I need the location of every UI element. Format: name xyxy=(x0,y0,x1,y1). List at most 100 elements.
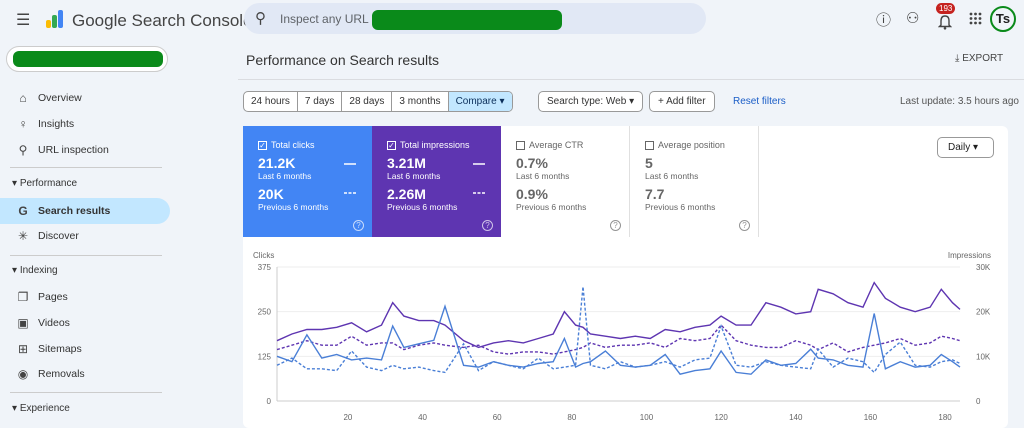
sidebar-item-label: URL inspection xyxy=(38,144,109,156)
search-type-filter[interactable]: Search type: Web ▾ xyxy=(538,91,644,112)
date-range-option[interactable]: 28 days xyxy=(342,92,393,111)
metric-label: Total impressions xyxy=(400,140,470,150)
apps-icon[interactable] xyxy=(969,12,982,25)
metric-prev-value: 0.9% xyxy=(516,186,548,202)
search-placeholder: Inspect any URL in xyxy=(280,12,381,26)
notification-badge: 193 xyxy=(936,3,956,14)
sidebar-item-discover[interactable]: ✳ Discover xyxy=(0,223,170,249)
sitemap-icon: ⊞ xyxy=(17,342,29,356)
sidebar-item-insights[interactable]: ♀ Insights xyxy=(0,111,170,137)
metric-prev-period: Previous 6 months xyxy=(387,202,458,212)
section-label: Experience xyxy=(19,403,70,414)
granularity-dropdown[interactable]: Daily ▾ xyxy=(937,137,994,158)
help-icon[interactable]: ? xyxy=(610,220,621,231)
metric-prev-period: Previous 6 months xyxy=(516,202,587,212)
x-tick: 80 xyxy=(567,413,576,422)
videos-icon: ▣ xyxy=(17,316,29,330)
y-left-tick: 375 xyxy=(258,263,272,272)
date-range-option[interactable]: 7 days xyxy=(298,92,343,111)
metric-label: Average CTR xyxy=(529,140,584,150)
x-tick: 180 xyxy=(938,413,952,422)
metric-tab-total-impressions[interactable]: ✓ Total impressions 3.21M Last 6 months 2… xyxy=(372,126,501,237)
x-tick: 40 xyxy=(418,413,427,422)
export-label: EXPORT xyxy=(962,53,1004,64)
help-icon[interactable]: ⓘ xyxy=(876,12,892,29)
google-g-icon: G xyxy=(18,204,28,218)
last-update: Last update: 3.5 hours ago xyxy=(900,96,1019,107)
y-right-tick: 0 xyxy=(976,397,981,406)
checkbox[interactable]: ✓ xyxy=(387,140,396,150)
help-icon[interactable]: ? xyxy=(739,220,750,231)
metric-value: 5 xyxy=(645,155,653,171)
metric-value: 0.7% xyxy=(516,155,548,171)
help-icon[interactable]: ? xyxy=(482,220,493,231)
divider xyxy=(238,79,1024,80)
sidebar-item-label: Overview xyxy=(38,92,82,104)
eye-off-icon: ◉ xyxy=(17,367,29,381)
date-range-option[interactable]: 24 hours xyxy=(244,92,298,111)
date-range-option[interactable]: Compare ▾ xyxy=(448,92,512,111)
date-range-selector: 24 hours 7 days 28 days 3 months Compare ▾ xyxy=(243,91,513,112)
sidebar-section-toggle[interactable]: ▾ Experience xyxy=(12,403,70,414)
metric-period: Last 6 months xyxy=(387,171,441,181)
sidebar-section-toggle[interactable]: ▾ Performance xyxy=(12,178,78,189)
y-left-tick: 250 xyxy=(258,308,272,317)
series-line-1 xyxy=(276,281,961,349)
sidebar-item-sitemaps[interactable]: ⊞ Sitemaps xyxy=(0,336,170,362)
home-icon: ⌂ xyxy=(19,91,27,105)
section-label: Indexing xyxy=(19,265,58,276)
sidebar-item-removals[interactable]: ◉ Removals xyxy=(0,361,170,387)
lightbulb-icon: ♀ xyxy=(18,117,28,131)
x-tick: 100 xyxy=(640,413,654,422)
solid-line-legend-icon xyxy=(473,163,485,165)
menu-icon[interactable]: ☰ xyxy=(16,12,31,29)
date-range-option[interactable]: 3 months xyxy=(392,92,449,111)
sidebar-section-toggle[interactable]: ▾ Indexing xyxy=(12,265,58,276)
section-label: Performance xyxy=(19,178,78,189)
avatar[interactable]: Ts xyxy=(990,6,1016,32)
checkbox[interactable] xyxy=(516,140,525,150)
search-console-logo-icon xyxy=(46,10,63,28)
sidebar-item-videos[interactable]: ▣ Videos xyxy=(0,310,170,336)
y-right-tick: 30K xyxy=(976,263,991,272)
metric-prev-value: 2.26M xyxy=(387,186,426,202)
add-filter-button[interactable]: + Add filter xyxy=(649,91,715,112)
sidebar-item-label: Videos xyxy=(38,317,70,329)
y-right-axis-label: Impressions xyxy=(948,251,991,260)
solid-line-legend-icon xyxy=(344,163,356,165)
divider xyxy=(10,255,162,256)
y-left-tick: 0 xyxy=(267,397,272,406)
series-line-3 xyxy=(276,304,961,375)
metric-prev-period: Previous 6 months xyxy=(258,202,329,212)
metric-tab-average-ctr[interactable]: Average CTR 0.7% Last 6 months 0.9% Prev… xyxy=(501,126,630,237)
checkbox[interactable] xyxy=(645,140,654,150)
y-left-axis-label: Clicks xyxy=(253,251,274,260)
metric-period: Last 6 months xyxy=(258,171,312,181)
url-inspect-search[interactable]: ⚲ Inspect any URL in xyxy=(244,3,706,34)
metric-tab-total-clicks[interactable]: ✓ Total clicks 21.2K Last 6 months 20K Pr… xyxy=(243,126,372,237)
metric-tab-average-position[interactable]: Average position 5 Last 6 months 7.7 Pre… xyxy=(630,126,759,237)
metric-label: Average position xyxy=(658,140,725,150)
sidebar-item-label: Pages xyxy=(38,291,68,303)
x-tick: 120 xyxy=(714,413,728,422)
reset-filters-link[interactable]: Reset filters xyxy=(733,96,786,107)
sidebar-item-overview[interactable]: ⌂ Overview xyxy=(0,85,170,111)
search-icon: ⚲ xyxy=(18,143,28,157)
redaction-mark xyxy=(13,51,163,67)
metric-period: Last 6 months xyxy=(516,171,570,181)
sidebar-item-search-results[interactable]: G Search results xyxy=(0,198,170,224)
help-icon[interactable]: ? xyxy=(353,220,364,231)
sidebar-item-label: Discover xyxy=(38,230,79,242)
checkbox[interactable]: ✓ xyxy=(258,140,267,150)
export-button[interactable]: ⤓ EXPORT xyxy=(955,53,1004,64)
series-line-2 xyxy=(276,324,961,355)
property-selector[interactable] xyxy=(6,46,168,72)
metric-prev-value: 20K xyxy=(258,186,284,202)
notifications-icon[interactable] xyxy=(938,14,952,30)
sidebar-item-pages[interactable]: ❐ Pages xyxy=(0,284,170,310)
y-right-tick: 20K xyxy=(976,308,991,317)
metric-label: Total clicks xyxy=(271,140,315,150)
y-left-tick: 125 xyxy=(258,352,272,361)
manage-users-icon[interactable]: ⚇ xyxy=(906,10,920,27)
sidebar-item-url-inspection[interactable]: ⚲ URL inspection xyxy=(0,137,170,163)
